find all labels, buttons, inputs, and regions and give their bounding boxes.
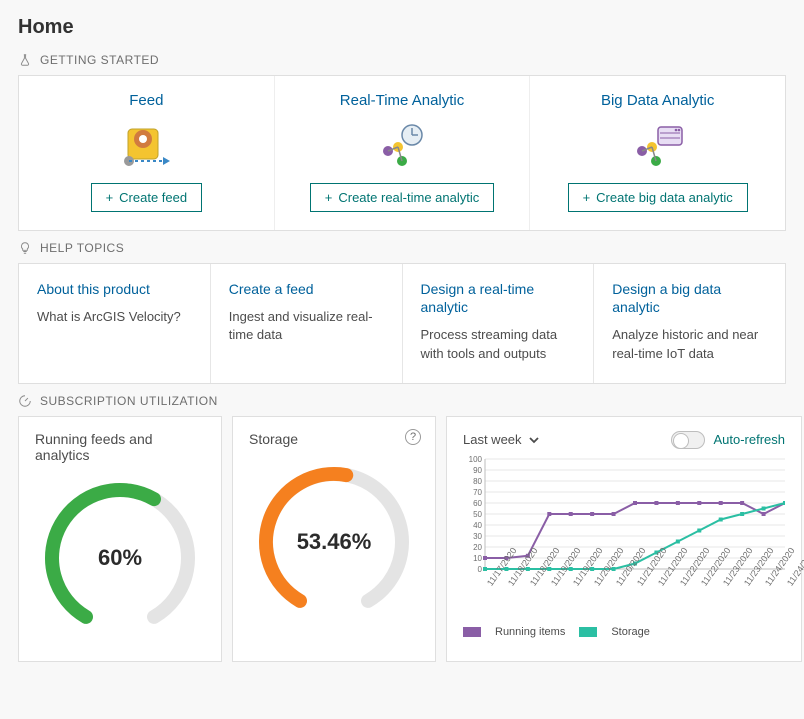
help-topics-row: About this product What is ArcGIS Veloci…: [18, 263, 786, 384]
help-desc: Process streaming data with tools and ou…: [421, 326, 576, 362]
storage-donut: 53.46%: [249, 457, 419, 627]
help-title: Design a big data analytic: [612, 280, 767, 316]
legend-swatch-running: [463, 627, 481, 637]
help-card-about[interactable]: About this product What is ArcGIS Veloci…: [19, 264, 210, 383]
help-card-bigdata[interactable]: Design a big data analytic Analyze histo…: [593, 264, 785, 383]
btn-label: Create real-time analytic: [338, 190, 479, 205]
auto-refresh-toggle[interactable]: [671, 431, 705, 449]
timeline-legend: Running items Storage: [463, 626, 785, 638]
svg-text:10: 10: [473, 554, 482, 563]
svg-text:30: 30: [473, 532, 482, 541]
help-card-realtime[interactable]: Design a real-time analytic Process stre…: [402, 264, 594, 383]
subscription-row: Running feeds and analytics 60% Storage …: [18, 416, 786, 662]
help-card-feed[interactable]: Create a feed Ingest and visualize real-…: [210, 264, 402, 383]
legend-swatch-storage: [579, 627, 597, 637]
help-desc: Ingest and visualize real-time data: [229, 308, 384, 344]
auto-refresh-label: Auto-refresh: [713, 432, 785, 447]
create-feed-button[interactable]: + Create feed: [91, 183, 203, 212]
storage-card: Storage ? 53.46%: [232, 416, 436, 662]
range-label: Last week: [463, 432, 522, 447]
gs-title: Real-Time Analytic: [340, 92, 464, 109]
range-dropdown[interactable]: Last week: [463, 432, 540, 447]
create-realtime-button[interactable]: + Create real-time analytic: [310, 183, 494, 212]
help-title: Design a real-time analytic: [421, 280, 576, 316]
svg-text:0: 0: [478, 565, 483, 574]
help-title: Create a feed: [229, 280, 384, 298]
help-desc: What is ArcGIS Velocity?: [37, 308, 192, 326]
running-card: Running feeds and analytics 60%: [18, 416, 222, 662]
chevron-down-icon: [528, 434, 540, 446]
btn-label: Create big data analytic: [596, 190, 733, 205]
lightbulb-icon: [18, 241, 32, 255]
help-desc: Analyze historic and near real-time IoT …: [612, 326, 767, 362]
svg-text:40: 40: [473, 521, 482, 530]
getting-started-row: Feed + Create feed Real-Time Analytic: [18, 75, 786, 231]
svg-text:50: 50: [473, 510, 482, 519]
svg-text:20: 20: [473, 543, 482, 552]
gauge-icon: [18, 394, 32, 408]
legend-label-storage: Storage: [611, 626, 650, 638]
gs-card-bigdata: Big Data Analytic + Create big data anal…: [529, 76, 785, 230]
btn-label: Create feed: [119, 190, 187, 205]
help-title: About this product: [37, 280, 192, 298]
storage-percent: 53.46%: [249, 457, 419, 627]
timeline-xaxis: 11/17/202011/18/202011/18/202011/19/2020…: [485, 582, 785, 592]
create-bigdata-button[interactable]: + Create big data analytic: [568, 183, 748, 212]
legend-label-running: Running items: [495, 626, 565, 638]
gs-title: Big Data Analytic: [601, 92, 714, 109]
help-topics-header: HELP TOPICS: [18, 241, 786, 255]
running-title: Running feeds and analytics: [35, 431, 205, 463]
plus-icon: +: [583, 190, 591, 205]
running-donut: 60%: [35, 473, 205, 643]
running-percent: 60%: [35, 473, 205, 643]
subscription-header: SUBSCRIPTION UTILIZATION: [18, 394, 786, 408]
feed-icon: [118, 119, 174, 173]
gs-title: Feed: [129, 92, 163, 109]
page-title: Home: [18, 16, 786, 39]
svg-text:90: 90: [473, 466, 482, 475]
bigdata-icon: [630, 119, 686, 173]
svg-text:100: 100: [469, 455, 483, 464]
gs-card-feed: Feed + Create feed: [19, 76, 274, 230]
flask-icon: [18, 53, 32, 67]
timeline-chart: 0 10 20 30 40 50 60 70 80 90 100 11/17/202011/18/2…: [463, 455, 785, 620]
timeline-card: Last week Auto-refresh 0 10 20 30 40 50 60 70 80…: [446, 416, 802, 662]
svg-text:60: 60: [473, 499, 482, 508]
subscription-label: SUBSCRIPTION UTILIZATION: [40, 394, 218, 408]
svg-text:70: 70: [473, 488, 482, 497]
plus-icon: +: [325, 190, 333, 205]
help-icon[interactable]: ?: [405, 429, 421, 445]
help-topics-label: HELP TOPICS: [40, 241, 124, 255]
realtime-icon: [374, 119, 430, 173]
gs-card-realtime: Real-Time Analytic + Create real-time an…: [274, 76, 530, 230]
getting-started-header: GETTING STARTED: [18, 53, 786, 67]
svg-text:80: 80: [473, 477, 482, 486]
getting-started-label: GETTING STARTED: [40, 53, 159, 67]
plus-icon: +: [106, 190, 114, 205]
storage-title: Storage: [249, 431, 419, 447]
